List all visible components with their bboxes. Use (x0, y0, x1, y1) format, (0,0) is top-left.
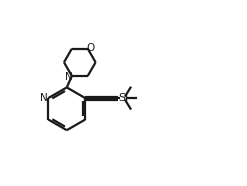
Text: O: O (86, 43, 95, 53)
Text: Si: Si (118, 93, 128, 103)
Text: N: N (65, 72, 72, 82)
Text: N: N (40, 93, 48, 103)
